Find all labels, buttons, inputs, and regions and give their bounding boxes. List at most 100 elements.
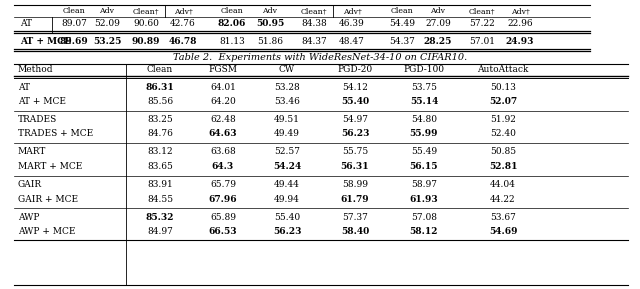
Text: 58.99: 58.99 [342, 180, 368, 189]
Text: 61.93: 61.93 [410, 194, 438, 203]
Text: Clean: Clean [147, 66, 173, 75]
Text: 28.25: 28.25 [424, 36, 452, 45]
Text: 53.28: 53.28 [274, 82, 300, 92]
Text: 53.75: 53.75 [411, 82, 437, 92]
Text: GAIR: GAIR [18, 180, 42, 189]
Text: 83.65: 83.65 [147, 162, 173, 171]
Text: 57.22: 57.22 [469, 18, 495, 27]
Text: 55.40: 55.40 [341, 97, 369, 106]
Text: CW: CW [279, 66, 295, 75]
Text: AWP: AWP [18, 212, 40, 221]
Text: 52.07: 52.07 [489, 97, 517, 106]
Text: Clean†: Clean† [132, 7, 159, 15]
Text: 54.49: 54.49 [389, 18, 415, 27]
Text: 57.01: 57.01 [469, 36, 495, 45]
Text: 53.25: 53.25 [93, 36, 121, 45]
Text: 48.47: 48.47 [339, 36, 365, 45]
Text: Adv: Adv [431, 7, 445, 15]
Text: 65.89: 65.89 [210, 212, 236, 221]
Text: 57.08: 57.08 [411, 212, 437, 221]
Text: 52.09: 52.09 [94, 18, 120, 27]
Text: 55.99: 55.99 [410, 129, 438, 138]
Text: 81.13: 81.13 [219, 36, 245, 45]
Text: 46.78: 46.78 [169, 36, 197, 45]
Text: Adv†: Adv† [173, 7, 193, 15]
Text: 64.63: 64.63 [209, 129, 237, 138]
Text: 52.57: 52.57 [274, 147, 300, 157]
Text: Adv†: Adv† [342, 7, 362, 15]
Text: 58.12: 58.12 [410, 227, 438, 236]
Text: 54.37: 54.37 [389, 36, 415, 45]
Text: PGD-20: PGD-20 [337, 66, 372, 75]
Text: 64.3: 64.3 [212, 162, 234, 171]
Text: 90.60: 90.60 [133, 18, 159, 27]
Text: 58.97: 58.97 [411, 180, 437, 189]
Text: 64.01: 64.01 [210, 82, 236, 92]
Text: 53.46: 53.46 [274, 97, 300, 106]
Text: 54.69: 54.69 [489, 227, 517, 236]
Text: 46.39: 46.39 [339, 18, 365, 27]
Text: 44.04: 44.04 [490, 180, 516, 189]
Text: GAIR + MCE: GAIR + MCE [18, 194, 78, 203]
Text: Table 2.  Experiments with WideResNet-34-10 on CIFAR10.: Table 2. Experiments with WideResNet-34-… [173, 53, 467, 62]
Text: Adv†: Adv† [511, 7, 529, 15]
Text: 83.25: 83.25 [147, 115, 173, 124]
Text: 84.38: 84.38 [301, 18, 327, 27]
Text: 89.07: 89.07 [61, 18, 87, 27]
Text: Clean: Clean [221, 7, 243, 15]
Text: 27.09: 27.09 [425, 18, 451, 27]
Text: 55.40: 55.40 [274, 212, 300, 221]
Text: 54.97: 54.97 [342, 115, 368, 124]
Text: AT: AT [20, 18, 32, 27]
Text: Clean†: Clean† [301, 7, 327, 15]
Text: 57.37: 57.37 [342, 212, 368, 221]
Text: 83.91: 83.91 [147, 180, 173, 189]
Text: 90.89: 90.89 [132, 36, 160, 45]
Text: AT: AT [18, 82, 30, 92]
Text: AutoAttack: AutoAttack [477, 66, 529, 75]
Text: AT + MCE: AT + MCE [18, 97, 66, 106]
Text: 82.06: 82.06 [218, 18, 246, 27]
Text: 49.51: 49.51 [274, 115, 300, 124]
Text: AT + MCE: AT + MCE [20, 36, 71, 45]
Text: 22.96: 22.96 [507, 18, 533, 27]
Text: 56.31: 56.31 [340, 162, 369, 171]
Text: 44.22: 44.22 [490, 194, 516, 203]
Text: 84.37: 84.37 [301, 36, 327, 45]
Text: 42.76: 42.76 [170, 18, 196, 27]
Text: Adv: Adv [262, 7, 278, 15]
Text: 54.80: 54.80 [411, 115, 437, 124]
Text: 51.86: 51.86 [257, 36, 283, 45]
Text: TRADES + MCE: TRADES + MCE [18, 129, 93, 138]
Text: MART + MCE: MART + MCE [18, 162, 83, 171]
Text: Adv: Adv [99, 7, 115, 15]
Text: 55.14: 55.14 [410, 97, 438, 106]
Text: 50.85: 50.85 [490, 147, 516, 157]
Text: FGSM: FGSM [209, 66, 237, 75]
Text: 84.55: 84.55 [147, 194, 173, 203]
Text: 50.95: 50.95 [256, 18, 284, 27]
Text: 61.79: 61.79 [340, 194, 369, 203]
Text: 55.75: 55.75 [342, 147, 368, 157]
Text: 84.76: 84.76 [147, 129, 173, 138]
Text: MART: MART [18, 147, 46, 157]
Text: 66.53: 66.53 [209, 227, 237, 236]
Text: 58.40: 58.40 [341, 227, 369, 236]
Text: 54.24: 54.24 [273, 162, 301, 171]
Text: Clean: Clean [390, 7, 413, 15]
Text: 24.93: 24.93 [506, 36, 534, 45]
Text: 86.31: 86.31 [146, 82, 174, 92]
Text: 54.12: 54.12 [342, 82, 368, 92]
Text: Clean†: Clean† [468, 7, 495, 15]
Text: 52.81: 52.81 [489, 162, 517, 171]
Text: 67.96: 67.96 [209, 194, 237, 203]
Text: 85.32: 85.32 [146, 212, 174, 221]
Text: 65.79: 65.79 [210, 180, 236, 189]
Text: 50.13: 50.13 [490, 82, 516, 92]
Text: PGD-100: PGD-100 [403, 66, 445, 75]
Text: 52.40: 52.40 [490, 129, 516, 138]
Text: TRADES: TRADES [18, 115, 57, 124]
Text: 49.44: 49.44 [274, 180, 300, 189]
Text: AWP + MCE: AWP + MCE [18, 227, 76, 236]
Text: 49.49: 49.49 [274, 129, 300, 138]
